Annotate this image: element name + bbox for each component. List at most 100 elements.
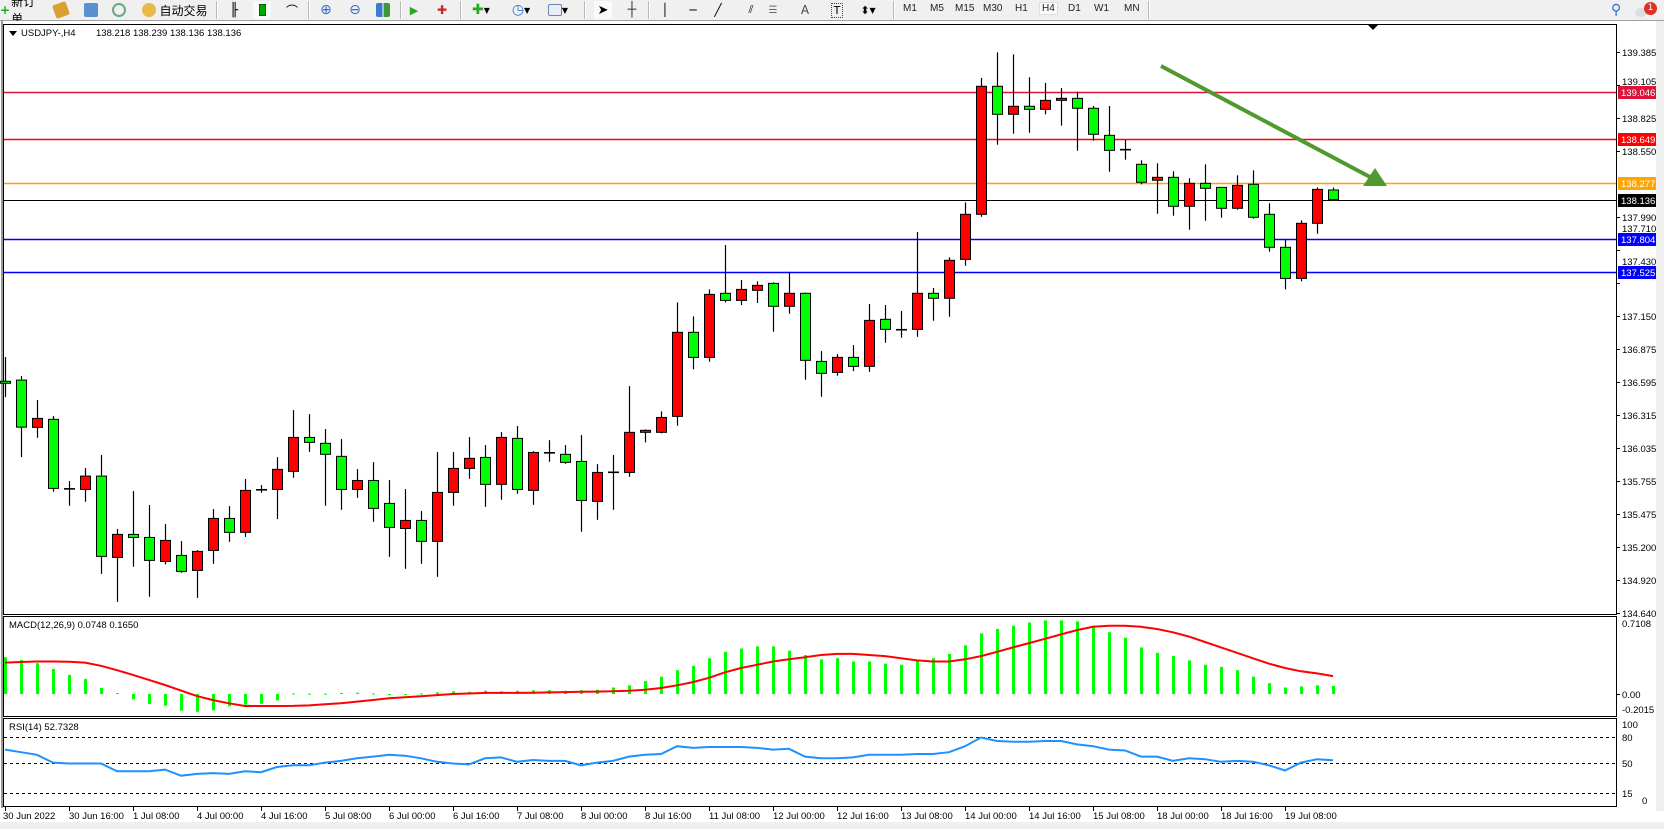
timeframe-m5[interactable]: M5	[930, 3, 944, 14]
vertical-line-icon: │	[661, 3, 669, 17]
text-icon: A	[800, 3, 810, 17]
zoom-in-button[interactable]: ⊕	[317, 1, 335, 19]
macd-histogram-bar	[180, 694, 183, 711]
candle-bull	[272, 468, 283, 490]
macd-histogram-bar	[964, 645, 967, 694]
bar-chart-button[interactable]: ╟	[225, 1, 243, 19]
time-tick-label: 30 Jun 2022	[3, 811, 55, 822]
level-tag-bg	[1618, 233, 1658, 246]
periods-button[interactable]: ◷ ▼	[506, 1, 536, 19]
timeframe-mn[interactable]: MN	[1124, 3, 1140, 14]
auto-scroll-icon: ▶	[409, 3, 419, 17]
candle-bear	[1248, 183, 1259, 218]
zoom-out-button[interactable]: ⊖	[346, 1, 364, 19]
indicators-icon: ✚	[472, 2, 484, 18]
chart-shift-marker[interactable]	[1367, 24, 1379, 30]
candle-bear	[416, 519, 427, 542]
templates-button[interactable]: ▼	[543, 1, 573, 19]
candle-bull	[1152, 176, 1163, 181]
auto-scroll-button[interactable]: ▶	[405, 1, 423, 19]
candle-bull	[704, 293, 715, 358]
timeframe-h1[interactable]: H1	[1015, 3, 1028, 14]
candle-bull	[432, 491, 443, 542]
trendline-tool[interactable]: ╱	[709, 1, 727, 19]
arrows-icon: ⬍	[860, 3, 870, 17]
timeframe-h4[interactable]: H4	[1039, 2, 1058, 15]
trend-arrow-line[interactable]	[1160, 64, 1371, 179]
time-tick-label: 4 Jul 16:00	[261, 811, 307, 822]
macd-histogram-bar	[628, 685, 631, 694]
chart-background	[0, 21, 1664, 829]
candle-bear	[1072, 97, 1083, 109]
macd-histogram-bar	[804, 655, 807, 694]
cursor-icon: ➤	[597, 2, 609, 18]
toolbar-separator	[648, 1, 650, 19]
macd-histogram-bar	[1188, 660, 1191, 694]
trend-arrow[interactable]	[1160, 64, 1387, 186]
macd-histogram-bar	[372, 693, 375, 695]
candle-bull	[592, 471, 603, 502]
macd-histogram-bar	[1012, 625, 1015, 694]
macd-histogram-bar	[1268, 683, 1271, 694]
collapse-triangle-icon[interactable]	[9, 31, 17, 36]
macd-histogram-bar	[196, 694, 199, 712]
macd-histogram-bar	[52, 668, 55, 694]
candle-bear	[768, 282, 779, 307]
price-tick-label: 134.920	[1622, 576, 1656, 587]
indicators-button[interactable]: ✚ ▼	[466, 1, 496, 19]
text-label-tool[interactable]: T	[829, 1, 845, 19]
candle-bear	[816, 360, 827, 374]
rsi-panel	[4, 736, 1616, 794]
crosshair-tool[interactable]: ┼	[623, 1, 641, 19]
candle-bull	[944, 259, 955, 299]
data-window-button[interactable]	[82, 1, 100, 19]
auto-trading-button[interactable]: 自动交易	[137, 1, 213, 19]
trend-arrow-head[interactable]	[1363, 168, 1387, 186]
candlestick-button[interactable]	[253, 1, 271, 19]
chart-shift-button[interactable]: ✚	[433, 1, 451, 19]
horizontal-line-tool[interactable]: ─	[684, 1, 702, 19]
price-tick-label: 136.595	[1622, 378, 1656, 389]
candle-bear	[1200, 182, 1211, 189]
macd-histogram-bar	[1236, 670, 1239, 694]
line-chart-button[interactable]: ⌒	[283, 1, 301, 19]
cursor-tool[interactable]: ➤	[594, 1, 612, 19]
tile-windows-button[interactable]	[374, 1, 392, 19]
horizontal-line-icon: ─	[689, 3, 697, 17]
terminal-button[interactable]	[110, 1, 128, 19]
arrows-tool[interactable]: ⬍ ▼	[853, 1, 883, 19]
macd-histogram-bar	[356, 692, 359, 694]
zoom-out-icon: ⊖	[349, 2, 361, 18]
price-tick-label: 137.150	[1622, 312, 1656, 323]
level-tag-label: 137.525	[1621, 268, 1655, 279]
auto-trading-label: 自动交易	[159, 3, 208, 18]
timeframe-m15[interactable]: M15	[955, 3, 975, 14]
equidistant-channel-tool[interactable]: ⫽	[740, 1, 762, 19]
candle-bull	[80, 475, 91, 490]
macd-histogram-bar	[1108, 632, 1111, 694]
candle-bull	[832, 356, 843, 373]
macd-histogram-bar	[148, 694, 151, 705]
messages-button[interactable]: 1	[1632, 1, 1660, 19]
text-tool[interactable]: A	[797, 1, 813, 19]
macd-histogram-bar	[84, 678, 87, 694]
candle-bear	[576, 460, 587, 501]
price-tick-label: 134.640	[1622, 609, 1656, 620]
candle-bull	[736, 288, 747, 301]
macd-histogram-bar	[884, 663, 887, 694]
vertical-line-tool[interactable]: │	[656, 1, 674, 19]
timeframe-m1[interactable]: M1	[903, 3, 917, 14]
candle-bear	[992, 85, 1003, 115]
candle-bull	[352, 479, 363, 490]
timeframe-m30[interactable]: M30	[983, 3, 1003, 14]
time-tick-label: 4 Jul 00:00	[197, 811, 243, 822]
timeframe-d1[interactable]: D1	[1068, 3, 1081, 14]
rsi-tick-15: 15	[1622, 789, 1633, 800]
signal-icon	[112, 3, 126, 17]
candle-bear	[304, 436, 315, 443]
candlestick-icon	[258, 4, 266, 16]
macd-histogram-bar	[228, 694, 231, 707]
fibonacci-tool[interactable]: ☰	[763, 1, 783, 19]
timeframe-w1[interactable]: W1	[1094, 3, 1109, 14]
